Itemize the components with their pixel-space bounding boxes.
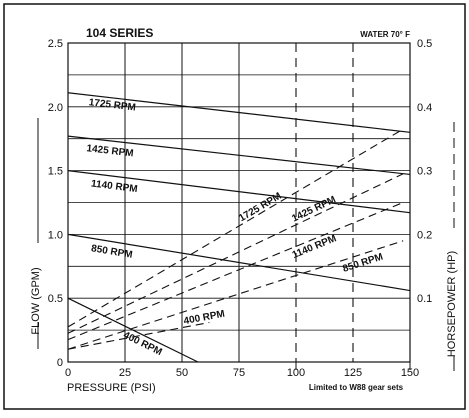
x-tick-label: 150 xyxy=(401,367,419,379)
x-tick-label: 25 xyxy=(119,367,131,379)
x-tick-label: 125 xyxy=(344,367,362,379)
y2-tick-label: 0.2 xyxy=(417,229,432,241)
y2-tick-label: 0.5 xyxy=(417,38,432,50)
hp-line-850-rpm xyxy=(67,240,404,350)
chart-title: 104 SERIES xyxy=(86,26,153,40)
horsepower-curves xyxy=(67,128,404,350)
flow-line-1140-rpm xyxy=(67,170,411,214)
y2-tick-label: 0.1 xyxy=(417,293,432,305)
y-tick-label: 0.5 xyxy=(48,293,63,305)
y2-tick-label: 0.3 xyxy=(417,166,432,178)
hp-label-1140-rpm: 1140 RPM xyxy=(291,233,338,261)
flow-line-1725-rpm xyxy=(67,92,411,133)
y2-tick-label: 0.4 xyxy=(417,102,432,114)
flow-label-400-rpm: 400 RPM xyxy=(121,330,163,358)
x-tick-label: 50 xyxy=(176,367,188,379)
y-tick-label: 1.5 xyxy=(48,166,63,178)
x-tick-label: 0 xyxy=(65,367,71,379)
flow-label-1140-rpm: 1140 RPM xyxy=(90,178,138,195)
y-tick-label: 0 xyxy=(57,357,63,369)
limit-note: Limited to W88 gear sets xyxy=(309,383,404,392)
limit-lines xyxy=(295,43,411,370)
chart-subtitle: WATER 70° F xyxy=(360,30,410,39)
flow-curves xyxy=(67,92,411,363)
hp-label-400-rpm: 400 RPM xyxy=(183,309,226,328)
hp-label-850-rpm: 850 RPM xyxy=(341,252,384,275)
tick-labels: 0 25 50 75 100 125 150 0 0.5 1.0 1.5 2.0 2.5 0.1 0.2 0.… xyxy=(48,38,433,379)
flow-line-1425-rpm xyxy=(67,135,411,176)
hp-label-1725-rpm: 1725 RPM xyxy=(237,191,283,224)
y-axis-label: FLOW (GPM) xyxy=(30,267,42,334)
flow-label-1725-rpm: 1725 RPM xyxy=(88,97,136,113)
x-axis-label: PRESSURE (PSI) xyxy=(67,382,156,394)
y2-axis-label: HORSEPOWER (HP) xyxy=(446,251,458,357)
flow-label-1425-rpm: 1425 RPM xyxy=(86,143,134,159)
chart-outer-frame xyxy=(3,3,466,410)
plot-frame xyxy=(67,42,411,363)
flow-label-850-rpm: 850 RPM xyxy=(90,243,133,261)
y-tick-label: 2.0 xyxy=(48,102,63,114)
x-tick-label: 100 xyxy=(287,367,305,379)
y-tick-label: 1.0 xyxy=(48,229,63,241)
flow-line-850-rpm xyxy=(67,233,411,292)
flow-line-400-rpm xyxy=(67,297,199,363)
y-tick-label: 2.5 xyxy=(48,38,63,50)
hp-line-400-rpm xyxy=(67,321,210,350)
x-tick-label: 75 xyxy=(233,367,245,379)
grid xyxy=(67,42,411,363)
hp-line-1425-rpm xyxy=(67,173,404,334)
hp-line-1140-rpm xyxy=(67,201,404,341)
